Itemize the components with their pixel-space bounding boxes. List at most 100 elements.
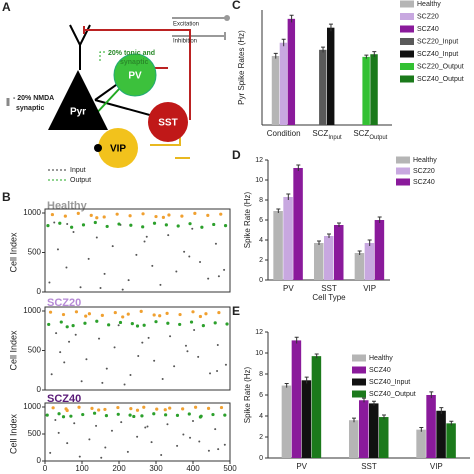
annotation: synaptic (120, 59, 149, 66)
spike (206, 406, 211, 410)
bar (416, 429, 426, 458)
spike (145, 235, 148, 238)
error-bar (367, 239, 372, 246)
y-tick-label: 4 (259, 237, 263, 244)
spike (63, 361, 66, 364)
spike (223, 413, 227, 417)
spike (188, 255, 191, 258)
spike (85, 358, 88, 361)
spike (189, 436, 192, 439)
spike (50, 212, 55, 217)
spike (121, 288, 124, 291)
category: SST (321, 284, 337, 293)
spike (120, 421, 123, 424)
spike (47, 322, 51, 327)
spike (73, 422, 76, 425)
spike (56, 248, 59, 251)
error-bar (439, 407, 444, 414)
bar (287, 18, 296, 125)
error-bar (449, 420, 454, 426)
spike (165, 311, 169, 315)
pyr-node (48, 70, 108, 130)
y-axis-label: Spike Rate (Hz) (243, 366, 252, 423)
spike (59, 320, 63, 324)
raster-title: Healthy (47, 200, 88, 212)
spike (98, 337, 101, 340)
y-tick-label: 10 (255, 177, 263, 184)
spike (132, 414, 136, 419)
x-tick-label: 0 (43, 464, 48, 473)
bar (349, 420, 359, 458)
x-tick-label: SCZInput (312, 129, 342, 140)
y-axis-label: Cell Index (8, 232, 18, 273)
spike (141, 225, 145, 229)
error-bar (281, 38, 286, 47)
y-tick-label: 500 (28, 429, 42, 438)
category: Condition (267, 129, 301, 138)
bar (271, 56, 280, 125)
x-tick-label: SST (321, 284, 337, 293)
vip-to-sst (150, 135, 181, 146)
spike (168, 406, 172, 410)
spike (74, 310, 79, 314)
spike (54, 418, 57, 421)
spike (219, 405, 224, 410)
legend-label: Excitation (173, 22, 199, 28)
legend-label: SCZ20 (417, 13, 439, 20)
spike (59, 351, 62, 354)
spike (66, 223, 69, 226)
spike (146, 425, 149, 428)
y-tick-label: 10 (255, 350, 263, 357)
spike (141, 341, 144, 344)
y-axis-label: Spike Rate (Hz) (243, 191, 252, 248)
error-bar (327, 233, 331, 238)
category: SCZ (353, 129, 369, 138)
spike (198, 440, 201, 443)
spike (45, 413, 49, 417)
spike (130, 322, 134, 326)
spike (151, 264, 154, 267)
spike (115, 212, 119, 216)
y-tick-label: 0 (259, 455, 263, 462)
legend-label: SCZ20_Input (417, 38, 458, 45)
spike (204, 312, 208, 316)
annotation: 20% tonic and (108, 50, 155, 57)
spike (127, 279, 130, 282)
bar (370, 54, 378, 125)
spike (113, 346, 116, 349)
spike (88, 438, 91, 441)
category-subscript: Output (369, 135, 387, 141)
spike (102, 215, 106, 219)
category: VIP (363, 284, 376, 293)
legend-label: SCZ40_Output (417, 76, 464, 83)
bar (293, 168, 303, 280)
y-tick-label: 500 (28, 248, 42, 257)
spike (50, 373, 53, 376)
spike (147, 336, 150, 339)
bar (379, 417, 389, 458)
spike (199, 260, 202, 263)
spike (61, 415, 66, 419)
spike (68, 340, 71, 343)
spike (117, 222, 121, 226)
x-tick-label: PV (296, 462, 307, 471)
spike (217, 448, 220, 451)
node-label: SST (158, 118, 177, 129)
spike (178, 312, 182, 317)
spike (153, 359, 156, 362)
spike (129, 223, 133, 227)
spike (167, 234, 170, 237)
spike (159, 283, 162, 286)
spike (97, 408, 101, 412)
spike (104, 414, 109, 418)
y-tick-label: 2 (259, 434, 263, 441)
spike (207, 277, 210, 280)
bar (327, 27, 335, 126)
error-bar (273, 52, 278, 59)
spike (214, 428, 217, 431)
spike (107, 323, 111, 327)
spike (161, 215, 165, 219)
spike (216, 370, 219, 373)
spike (193, 328, 196, 331)
x-tick-label: 100 (75, 464, 89, 473)
